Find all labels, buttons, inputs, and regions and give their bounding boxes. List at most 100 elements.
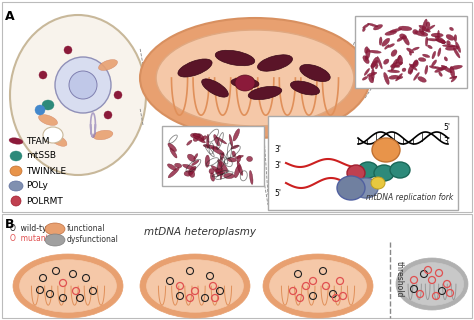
Ellipse shape (444, 57, 447, 61)
Ellipse shape (427, 38, 438, 41)
Ellipse shape (146, 260, 244, 312)
Ellipse shape (447, 41, 450, 45)
Ellipse shape (371, 57, 377, 69)
Ellipse shape (368, 50, 381, 53)
Ellipse shape (235, 155, 243, 159)
Ellipse shape (410, 69, 413, 75)
Text: mtDNA replication fork: mtDNA replication fork (366, 193, 453, 202)
Ellipse shape (413, 61, 419, 67)
Text: TWINKLE: TWINKLE (26, 166, 66, 175)
Ellipse shape (188, 166, 196, 175)
Ellipse shape (19, 260, 117, 312)
Ellipse shape (248, 86, 282, 100)
Ellipse shape (432, 60, 437, 66)
Ellipse shape (10, 166, 22, 176)
Ellipse shape (372, 138, 400, 162)
Ellipse shape (224, 173, 234, 179)
Ellipse shape (218, 160, 228, 172)
Ellipse shape (379, 37, 382, 45)
Ellipse shape (367, 72, 377, 76)
Ellipse shape (418, 76, 426, 82)
Ellipse shape (10, 151, 22, 161)
Ellipse shape (363, 56, 369, 64)
Ellipse shape (220, 168, 223, 180)
Ellipse shape (211, 166, 223, 174)
Ellipse shape (398, 55, 403, 65)
Ellipse shape (442, 44, 456, 47)
Ellipse shape (369, 76, 374, 83)
Ellipse shape (215, 169, 225, 174)
Ellipse shape (257, 55, 292, 71)
Ellipse shape (300, 64, 330, 82)
Ellipse shape (438, 30, 439, 40)
Ellipse shape (441, 40, 445, 44)
Ellipse shape (384, 45, 389, 49)
Ellipse shape (363, 24, 369, 28)
Text: 3': 3' (274, 161, 281, 170)
Ellipse shape (182, 164, 195, 170)
Ellipse shape (99, 60, 118, 70)
Circle shape (114, 91, 122, 99)
Ellipse shape (449, 76, 457, 79)
Ellipse shape (426, 22, 430, 28)
Ellipse shape (220, 153, 224, 160)
Ellipse shape (435, 67, 443, 70)
Ellipse shape (413, 60, 418, 66)
Ellipse shape (249, 171, 253, 184)
Ellipse shape (449, 27, 454, 31)
Ellipse shape (419, 25, 430, 32)
Ellipse shape (394, 65, 400, 68)
Ellipse shape (418, 58, 426, 61)
Ellipse shape (422, 54, 430, 58)
Text: threshold: threshold (395, 261, 404, 297)
Ellipse shape (429, 66, 437, 68)
Ellipse shape (364, 68, 370, 76)
Ellipse shape (194, 154, 198, 159)
Ellipse shape (419, 28, 424, 35)
Ellipse shape (426, 25, 435, 31)
Ellipse shape (178, 59, 212, 77)
Ellipse shape (156, 30, 354, 126)
Ellipse shape (207, 134, 209, 148)
Ellipse shape (187, 154, 195, 162)
Ellipse shape (201, 79, 228, 97)
Ellipse shape (45, 234, 65, 246)
Ellipse shape (187, 140, 192, 145)
Ellipse shape (201, 136, 207, 140)
Ellipse shape (217, 162, 222, 176)
Text: POLRMT: POLRMT (26, 196, 63, 205)
Ellipse shape (441, 65, 452, 73)
Ellipse shape (366, 49, 370, 59)
Circle shape (104, 111, 112, 119)
Ellipse shape (337, 176, 365, 200)
Ellipse shape (191, 133, 201, 138)
Ellipse shape (365, 47, 368, 53)
Text: 5': 5' (443, 123, 450, 132)
Ellipse shape (270, 260, 366, 312)
Ellipse shape (209, 169, 214, 174)
Ellipse shape (354, 178, 378, 198)
Text: mtDNA heteroplasmy: mtDNA heteroplasmy (144, 227, 256, 237)
Ellipse shape (422, 19, 427, 32)
Ellipse shape (371, 60, 378, 68)
Ellipse shape (428, 45, 432, 49)
Ellipse shape (193, 134, 200, 136)
Ellipse shape (205, 155, 210, 167)
Ellipse shape (391, 62, 403, 68)
Ellipse shape (170, 148, 177, 158)
Ellipse shape (231, 78, 259, 88)
Ellipse shape (395, 73, 402, 81)
Ellipse shape (365, 56, 368, 60)
FancyBboxPatch shape (162, 126, 264, 186)
Text: dysfunctional: dysfunctional (67, 235, 119, 244)
Ellipse shape (401, 263, 464, 305)
Ellipse shape (431, 33, 443, 37)
Ellipse shape (347, 165, 365, 181)
Ellipse shape (453, 48, 460, 58)
Text: POLy: POLy (26, 181, 48, 190)
Ellipse shape (374, 165, 394, 181)
Ellipse shape (450, 65, 463, 70)
Ellipse shape (446, 46, 459, 50)
Ellipse shape (13, 254, 123, 318)
Ellipse shape (168, 168, 179, 178)
